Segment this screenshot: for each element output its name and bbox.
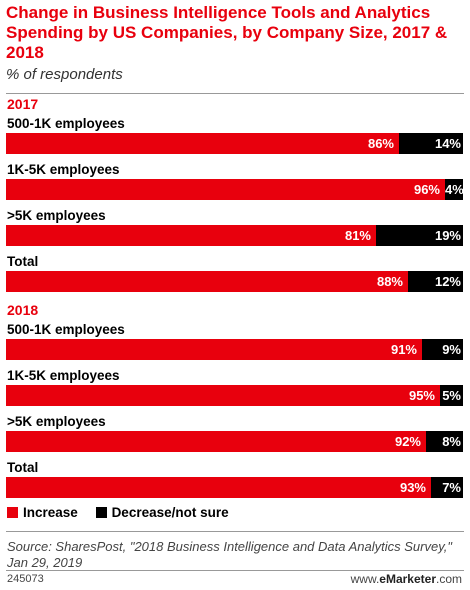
bottom-divider	[6, 531, 464, 532]
legend: Increase Decrease/not sure	[7, 505, 243, 521]
value-label-increase: 91%	[390, 342, 417, 357]
bar-increase	[6, 431, 426, 452]
legend-swatch-decrease	[95, 507, 107, 518]
legend-label-decrease: Decrease/not sure	[111, 505, 229, 520]
value-label-increase: 92%	[394, 434, 421, 449]
legend-swatch-increase	[7, 507, 18, 518]
category-label: >5K employees	[7, 414, 106, 429]
value-label-decrease: 4%	[445, 182, 464, 197]
brand-suffix: .com	[435, 572, 462, 586]
bar-decrease	[376, 225, 463, 246]
brand-link[interactable]: www.eMarketer.com	[351, 572, 462, 586]
bar-decrease	[426, 431, 463, 452]
value-label-increase: 88%	[376, 274, 403, 289]
chart-title: Change in Business Intelligence Tools an…	[6, 3, 448, 62]
bar-increase	[6, 477, 431, 498]
bar-increase	[6, 225, 376, 246]
chart-subtitle: % of respondents	[6, 66, 123, 83]
bar-decrease	[408, 271, 463, 292]
value-label-increase: 96%	[413, 182, 440, 197]
category-label: 500-1K employees	[7, 322, 125, 337]
value-label-decrease: 9%	[442, 342, 461, 357]
value-label-increase: 93%	[399, 480, 426, 495]
chart-id: 245073	[7, 573, 44, 585]
footer-divider	[6, 570, 464, 571]
value-label-increase: 86%	[367, 136, 394, 151]
value-label-decrease: 12%	[434, 274, 461, 289]
category-label: 1K-5K employees	[7, 162, 120, 177]
category-label: Total	[7, 254, 39, 269]
bar-increase	[6, 133, 399, 154]
value-label-decrease: 14%	[434, 136, 461, 151]
legend-item-increase: Increase	[7, 505, 78, 520]
legend-item-decrease: Decrease/not sure	[95, 505, 229, 520]
top-divider	[6, 93, 464, 94]
value-label-decrease: 19%	[434, 228, 461, 243]
value-label-increase: 81%	[344, 228, 371, 243]
category-label: 1K-5K employees	[7, 368, 120, 383]
source-note: Source: SharesPost, "2018 Business Intel…	[7, 539, 452, 570]
bar-increase	[6, 339, 422, 360]
category-label: >5K employees	[7, 208, 106, 223]
brand-name: eMarketer	[379, 572, 436, 586]
brand-prefix: www.	[350, 572, 380, 586]
bar-decrease	[445, 179, 463, 200]
bar-increase	[6, 179, 445, 200]
bar-decrease	[399, 133, 463, 154]
category-label: 500-1K employees	[7, 116, 125, 131]
bar-decrease	[440, 385, 463, 406]
category-label: Total	[7, 460, 39, 475]
value-label-decrease: 7%	[442, 480, 461, 495]
bar-increase	[6, 271, 408, 292]
group-label-2018: 2018	[7, 302, 39, 318]
bar-decrease	[431, 477, 463, 498]
legend-label-increase: Increase	[23, 505, 78, 520]
value-label-decrease: 8%	[442, 434, 461, 449]
group-label-2017: 2017	[7, 96, 39, 112]
value-label-decrease: 5%	[442, 388, 461, 403]
bar-decrease	[422, 339, 463, 360]
value-label-increase: 95%	[408, 388, 435, 403]
bar-increase	[6, 385, 440, 406]
